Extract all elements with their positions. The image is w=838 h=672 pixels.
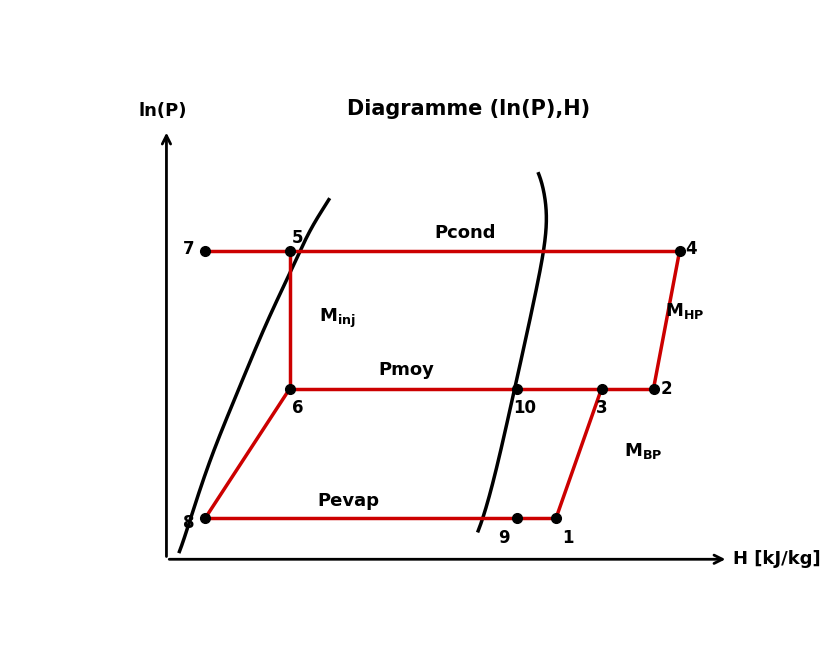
Text: M$_{\mathbf{inj}}$: M$_{\mathbf{inj}}$ bbox=[319, 307, 356, 330]
Text: 1: 1 bbox=[562, 529, 573, 546]
Text: Diagramme (ln(P),H): Diagramme (ln(P),H) bbox=[347, 99, 590, 119]
Text: 9: 9 bbox=[499, 529, 510, 546]
Text: 2: 2 bbox=[660, 380, 672, 398]
Text: M$_{\mathbf{BP}}$: M$_{\mathbf{BP}}$ bbox=[624, 441, 663, 460]
Text: 7: 7 bbox=[184, 240, 195, 258]
Text: 10: 10 bbox=[514, 399, 536, 417]
Text: ln(P): ln(P) bbox=[139, 103, 188, 120]
Text: H [kJ/kg]: H [kJ/kg] bbox=[733, 550, 821, 569]
Text: Pmoy: Pmoy bbox=[379, 362, 435, 380]
Text: 4: 4 bbox=[685, 240, 697, 258]
Text: Pevap: Pevap bbox=[318, 492, 380, 510]
Text: 6: 6 bbox=[292, 399, 303, 417]
Text: Pcond: Pcond bbox=[434, 224, 496, 243]
Text: 8: 8 bbox=[184, 514, 195, 532]
Text: 3: 3 bbox=[596, 399, 608, 417]
Text: 5: 5 bbox=[292, 229, 303, 247]
Text: M$_{\mathbf{HP}}$: M$_{\mathbf{HP}}$ bbox=[665, 301, 704, 321]
